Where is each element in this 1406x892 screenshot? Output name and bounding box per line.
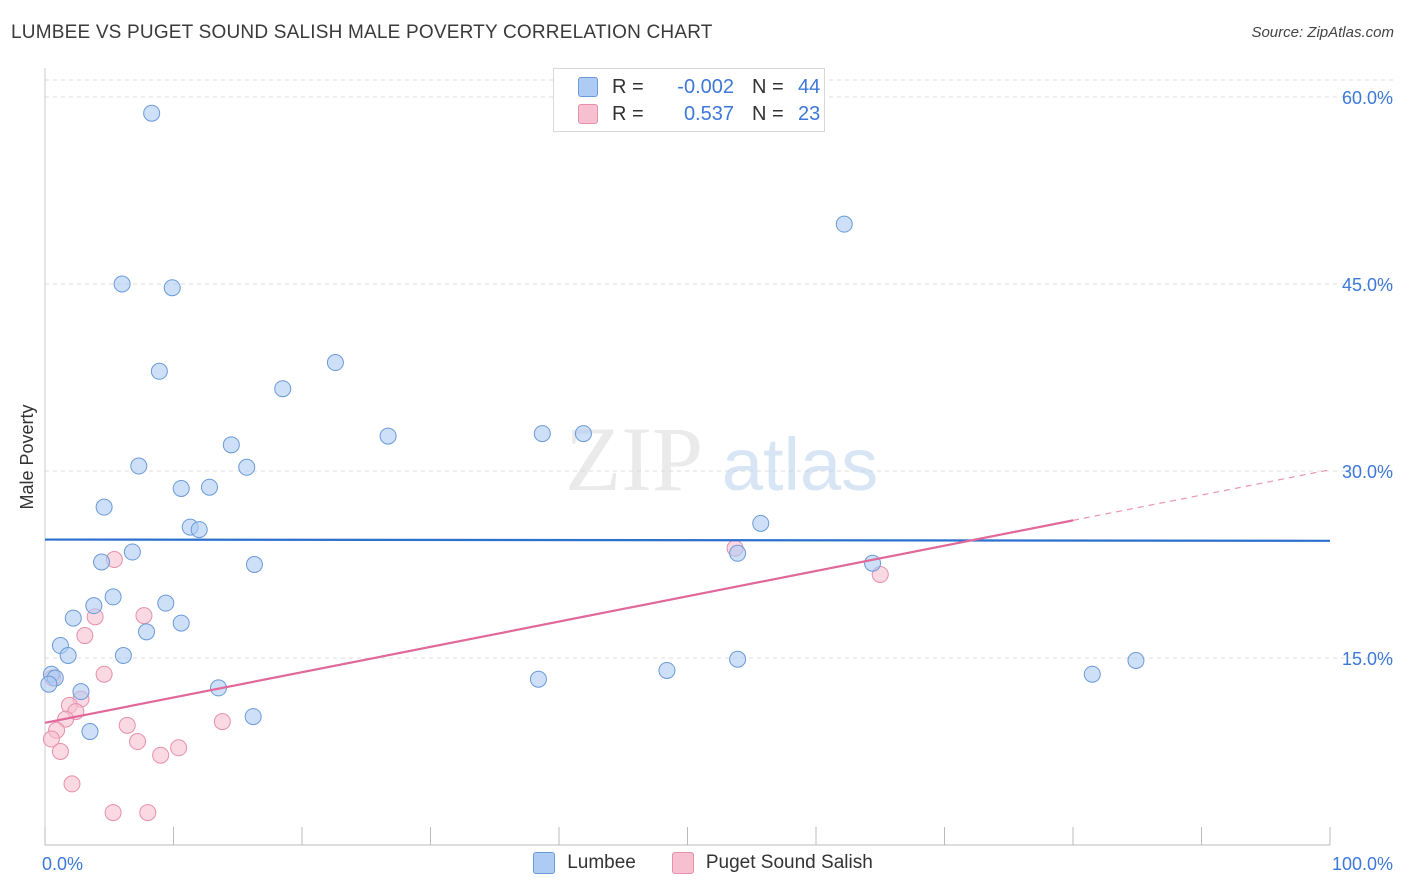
lumbee-point	[222, 436, 240, 454]
lumbee-point	[752, 514, 770, 532]
lumbee-point	[150, 362, 168, 380]
lumbee-point	[533, 425, 551, 443]
y-tick-label: 15.0%	[1342, 649, 1393, 669]
salish-point	[139, 804, 157, 822]
lumbee-point	[138, 623, 156, 641]
axes	[44, 68, 1331, 846]
legend-r-label: R =	[612, 102, 644, 125]
lumbee-point	[574, 425, 592, 443]
legend-r-value: 0.537	[683, 102, 734, 125]
lumbee-point	[143, 104, 161, 122]
salish-swatch	[578, 104, 598, 124]
lumbee-point	[59, 647, 77, 665]
legend-r-value: -0.002	[677, 75, 734, 98]
salish-point	[118, 716, 136, 734]
x-tick-label-min: 0.0%	[42, 854, 83, 874]
lumbee-point	[190, 521, 208, 539]
lumbee-point	[81, 723, 99, 741]
lumbee-point	[40, 675, 58, 693]
y-axis-label: Male Poverty	[17, 404, 37, 509]
legend-row-lumbee: R = -0.002 N = 44	[578, 75, 820, 99]
lumbee-trend-line	[44, 538, 1331, 542]
lumbee-point	[104, 588, 122, 606]
lumbee-point	[1127, 651, 1145, 669]
salish-trend-line	[44, 519, 1074, 724]
legend-n-value: 44	[798, 75, 821, 98]
lumbee-point	[1083, 665, 1101, 683]
lumbee-legend-swatch	[533, 852, 556, 874]
legend-item-salish[interactable]: Puget Sound Salish	[671, 852, 873, 874]
y-tick-label: 60.0%	[1342, 88, 1393, 108]
salish-trend-line-extension	[1072, 469, 1331, 521]
lumbee-swatch	[578, 77, 598, 97]
salish-legend-swatch	[671, 852, 694, 874]
lumbee-point	[245, 556, 263, 573]
lumbee-point	[72, 683, 90, 701]
salish-point	[95, 665, 113, 683]
salish-point	[63, 775, 81, 793]
lumbee-point	[95, 498, 113, 516]
lumbee-point	[172, 614, 190, 632]
legend-label-salish: Puget Sound Salish	[705, 852, 873, 873]
lumbee-point	[172, 479, 190, 497]
trend-lines	[44, 469, 1331, 724]
legend-n-label: N =	[752, 102, 784, 125]
lumbee-point	[326, 354, 344, 372]
y-tick-label: 45.0%	[1342, 275, 1393, 295]
salish-point	[76, 627, 94, 645]
salish-point	[170, 739, 188, 757]
source-label: Source: ZipAtlas.com	[1251, 24, 1394, 41]
lumbee-point	[163, 279, 181, 297]
lumbee-point	[93, 553, 111, 571]
tick-labels: 15.0% 30.0% 45.0% 60.0% 0.0% 100.0%	[42, 88, 1393, 874]
lumbee-point	[114, 647, 132, 665]
lumbee-point	[729, 650, 747, 668]
lumbee-point	[85, 597, 103, 615]
lumbee-point	[64, 609, 82, 627]
salish-point	[213, 713, 231, 731]
salish-point	[152, 746, 170, 764]
lumbee-point	[130, 457, 148, 475]
watermark-zip: ZIP	[565, 408, 703, 510]
series-lumbee	[40, 104, 1145, 741]
lumbee-point	[238, 458, 256, 476]
salish-point	[42, 730, 60, 748]
chart-title: LUMBEE VS PUGET SOUND SALISH MALE POVERT…	[11, 22, 713, 43]
lumbee-point	[123, 543, 141, 561]
salish-point	[51, 743, 69, 760]
correlation-legend: R = -0.002 N = 44 R = 0.537 N = 23	[553, 68, 825, 132]
legend-item-lumbee[interactable]: Lumbee	[533, 852, 636, 874]
lumbee-point	[835, 215, 853, 233]
salish-point	[104, 804, 122, 822]
series-legend: Lumbee Puget Sound Salish	[0, 852, 1406, 874]
lumbee-point	[113, 275, 131, 293]
legend-row-salish: R = 0.537 N = 23	[578, 102, 820, 126]
legend-n-label: N =	[752, 75, 784, 98]
legend-r-label: R =	[612, 75, 644, 98]
x-tick-label-max: 100.0%	[1332, 854, 1393, 874]
lumbee-point	[200, 478, 218, 496]
legend-n-value: 23	[798, 102, 821, 125]
lumbee-point	[379, 427, 397, 445]
salish-point	[129, 733, 147, 751]
watermark-atlas: atlas	[722, 423, 878, 506]
lumbee-point	[244, 708, 262, 726]
watermark: ZIP atlas	[565, 408, 878, 510]
lumbee-point	[658, 661, 676, 679]
lumbee-point	[729, 544, 747, 562]
salish-point	[135, 607, 153, 625]
lumbee-point	[157, 594, 175, 612]
gridlines	[45, 79, 1395, 659]
legend-label-lumbee: Lumbee	[567, 852, 636, 873]
lumbee-point	[274, 380, 292, 398]
lumbee-point	[529, 670, 547, 688]
y-tick-label: 30.0%	[1342, 462, 1393, 482]
